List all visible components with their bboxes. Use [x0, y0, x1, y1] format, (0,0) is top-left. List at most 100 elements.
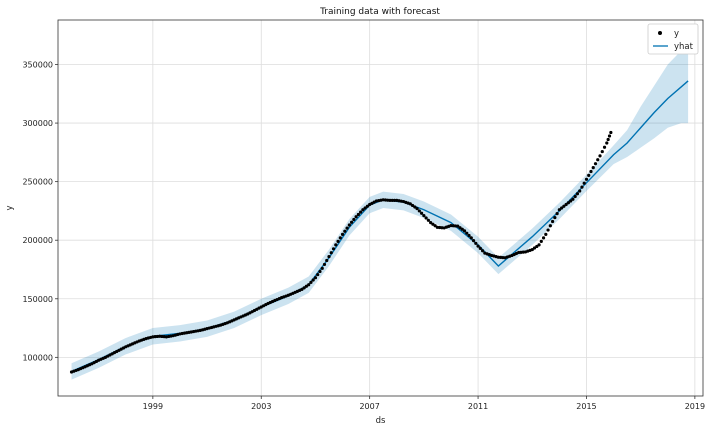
y-data-point	[458, 226, 462, 230]
y-data-point	[539, 239, 543, 243]
y-data-point	[345, 226, 349, 230]
y-data-point	[535, 244, 539, 249]
y-tick-label: 250000	[22, 178, 53, 187]
y-data-point	[408, 202, 412, 206]
y-data-point	[530, 247, 534, 252]
y-data-point	[410, 203, 415, 208]
y-data-point	[302, 286, 306, 290]
y-data-point	[537, 243, 541, 247]
y-data-point	[361, 208, 365, 212]
y-data-point	[352, 217, 356, 222]
y-data-point	[550, 219, 555, 224]
y-data-point	[465, 231, 469, 235]
y-data-point	[327, 255, 331, 259]
y-data-point	[390, 198, 394, 202]
y-data-point	[325, 258, 329, 263]
y-data-point	[564, 202, 568, 207]
y-data-point	[354, 215, 358, 219]
y-tick-label: 100000	[22, 353, 53, 362]
y-data-point	[334, 243, 338, 247]
y-axis-label: y	[5, 205, 15, 210]
y-data-point	[562, 204, 566, 208]
y-data-point	[424, 216, 428, 220]
y-data-point	[307, 283, 311, 287]
uncertainty-band	[71, 45, 689, 380]
chart-title: Training data with forecast	[319, 7, 440, 17]
y-data-point	[304, 284, 309, 288]
y-data-point	[589, 169, 593, 174]
y-data-point	[582, 181, 586, 185]
y-data-point	[462, 229, 467, 233]
y-data-point	[555, 212, 559, 216]
y-data-point	[336, 239, 340, 243]
y-data-point	[433, 224, 437, 228]
y-data-point	[560, 206, 564, 210]
y-data-point	[356, 212, 360, 217]
legend-label-y: y	[674, 29, 679, 39]
x-tick-label: 2015	[576, 402, 596, 411]
y-data-point	[322, 262, 327, 267]
y-data-point	[609, 130, 613, 135]
y-data-point	[329, 251, 333, 255]
y-data-point	[413, 205, 417, 209]
y-data-point	[548, 224, 552, 228]
y-data-point	[598, 154, 602, 158]
y-tick-label: 150000	[22, 295, 53, 304]
y-data-point	[417, 209, 421, 213]
y-data-point	[320, 266, 324, 270]
y-data-point	[316, 272, 320, 277]
y-data-point	[573, 194, 577, 199]
y-data-point	[569, 199, 573, 203]
x-tick-label: 2011	[468, 402, 488, 411]
grid	[58, 20, 703, 396]
legend-label-yhat: yhat	[674, 42, 694, 52]
y-data-point	[392, 198, 397, 202]
y-data-point	[471, 239, 476, 243]
y-data-point	[347, 223, 351, 227]
plot-frame	[57, 19, 704, 397]
y-data-point	[546, 228, 550, 232]
legend: y yhat	[647, 23, 699, 55]
y-data-point	[541, 236, 546, 240]
y-data-point	[596, 158, 600, 162]
y-data-point	[460, 227, 464, 231]
y-data-point	[571, 197, 575, 201]
y-data-point	[300, 287, 304, 292]
x-tick-label: 2007	[359, 402, 379, 411]
y-data-point	[456, 224, 460, 228]
observed-points	[69, 130, 613, 374]
y-data-point	[557, 208, 561, 212]
y-data-point	[566, 201, 570, 205]
x-tick-label: 2019	[685, 402, 705, 411]
y-data-point	[313, 276, 318, 280]
y-tick-label: 200000	[22, 236, 53, 245]
y-data-point	[331, 247, 336, 251]
y-data-point	[363, 206, 367, 210]
y-data-point	[469, 236, 473, 240]
y-data-point	[578, 189, 582, 193]
y-data-point	[607, 134, 612, 138]
uncertainty-interval-band	[71, 45, 689, 380]
y-data-point	[580, 185, 584, 189]
y-data-point	[474, 241, 478, 245]
y-data-point	[431, 222, 435, 226]
x-axis-label: ds	[376, 416, 386, 426]
y-data-point	[311, 278, 315, 282]
ticks: 1999 2003 2007 2011 2015 2019 100000 150000 2000…	[22, 61, 705, 411]
y-data-point	[591, 165, 595, 170]
y-data-point	[388, 198, 392, 202]
y-data-point	[575, 192, 580, 196]
y-data-point	[532, 246, 537, 250]
y-data-point	[605, 141, 609, 145]
y-data-point	[343, 229, 347, 233]
x-tick-label: 1999	[143, 402, 163, 411]
y-tick-label: 300000	[22, 119, 53, 128]
legend-marker-y	[658, 31, 662, 35]
y-data-point	[340, 232, 345, 236]
y-data-point	[476, 244, 480, 248]
y-data-point	[584, 177, 589, 181]
y-data-point	[318, 269, 322, 274]
y-data-point	[429, 221, 433, 225]
